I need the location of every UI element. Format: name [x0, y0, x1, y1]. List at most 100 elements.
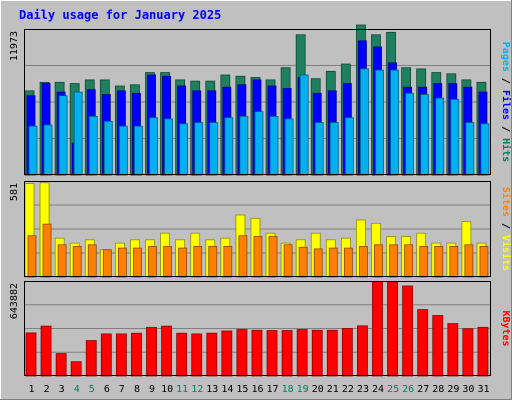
bar-sites-day-7 — [117, 247, 127, 278]
y-axis-max-label: 11973 — [9, 31, 20, 61]
bar-kbytes-day-19 — [296, 329, 308, 377]
x-tick-label-day-29: 29 — [447, 384, 459, 395]
y-axis-label-part: KBytes — [500, 310, 511, 346]
bar-pages-day-23 — [360, 68, 369, 176]
bar-sites-day-3 — [57, 244, 67, 278]
y-axis-label-part: Hits — [500, 138, 512, 162]
bar-sites-day-23 — [359, 246, 368, 278]
bar-sites-day-15 — [238, 235, 248, 278]
bar-kbytes-day-28 — [432, 315, 444, 377]
x-tick-label-day-9: 9 — [149, 384, 155, 395]
x-tick-label-day-26: 26 — [402, 384, 414, 395]
x-tick-label-day-21: 21 — [327, 384, 339, 395]
bar-pages-day-2 — [43, 124, 53, 176]
x-tick-label-day-17: 17 — [267, 384, 279, 395]
x-tick-label-day-14: 14 — [221, 384, 233, 395]
bar-sites-day-19 — [298, 246, 308, 278]
x-tick-label-day-22: 22 — [342, 384, 354, 395]
bar-kbytes-day-7 — [115, 333, 127, 377]
bar-kbytes-day-23 — [357, 325, 368, 377]
x-tick-label-day-6: 6 — [104, 384, 110, 395]
x-tick-label-day-5: 5 — [89, 384, 95, 395]
bar-kbytes-day-26 — [402, 285, 414, 377]
x-tick-label-day-28: 28 — [432, 384, 444, 395]
bar-pages-day-18 — [284, 118, 294, 176]
x-tick-label-day-31: 31 — [477, 384, 489, 395]
bar-sites-day-4 — [72, 246, 82, 278]
bar-sites-day-16 — [253, 236, 263, 278]
bar-kbytes-day-14 — [221, 330, 233, 377]
bar-kbytes-day-22 — [341, 328, 353, 377]
bar-pages-day-21 — [329, 122, 339, 176]
bar-sites-day-31 — [479, 246, 489, 278]
bar-pages-day-4 — [73, 91, 83, 176]
x-tick-label-day-13: 13 — [206, 384, 218, 395]
panel-visits-sites: 581 Sites / Visits — [9, 181, 512, 278]
bar-sites-day-14 — [223, 246, 233, 278]
bar-pages-day-13 — [209, 122, 219, 176]
bar-pages-day-30 — [465, 122, 475, 176]
bar-sites-day-11 — [178, 247, 188, 278]
x-tick-label-day-4: 4 — [74, 384, 80, 395]
x-tick-label-day-1: 1 — [29, 384, 35, 395]
bar-kbytes-day-8 — [131, 332, 142, 377]
y-axis-label: Sites / Visits — [500, 187, 512, 271]
bar-pages-day-16 — [254, 111, 264, 176]
bar-pages-day-27 — [420, 94, 430, 176]
bar-pages-day-24 — [375, 69, 384, 176]
y-axis-label-part: Pages — [500, 42, 511, 72]
x-tick-label-day-7: 7 — [119, 384, 125, 395]
x-tick-label-day-25: 25 — [387, 384, 399, 395]
bar-pages-day-25 — [390, 69, 399, 176]
x-tick-label-day-19: 19 — [297, 384, 309, 395]
bar-pages-day-8 — [134, 125, 143, 176]
bar-kbytes-day-5 — [85, 340, 97, 377]
y-axis-label-part: / — [500, 217, 511, 235]
x-axis-tick-labels: 1 2 3 4 5 6 7 8 9 10 11 12 13 14 15 16 17 18 19 20 21 22 23 24 2… — [29, 384, 490, 395]
bar-pages-day-5 — [88, 116, 98, 176]
bar-sites-day-22 — [343, 247, 353, 278]
bar-kbytes-day-18 — [281, 330, 293, 377]
bar-sites-day-8 — [133, 247, 142, 278]
x-tick-label-day-18: 18 — [282, 384, 294, 395]
x-tick-label-day-16: 16 — [251, 384, 263, 395]
bar-sites-day-2 — [42, 223, 52, 278]
y-axis-label-part: / — [500, 72, 511, 90]
bar-pages-day-14 — [224, 117, 234, 176]
plot-frame — [24, 29, 491, 175]
bar-pages-day-19 — [299, 74, 309, 176]
bar-kbytes-day-25 — [387, 281, 398, 377]
x-tick-label-day-11: 11 — [176, 384, 188, 395]
bar-kbytes-day-31 — [477, 326, 489, 377]
bar-kbytes-day-6 — [100, 333, 112, 377]
bar-kbytes-day-20 — [311, 329, 323, 377]
bar-kbytes-day-13 — [206, 332, 218, 377]
bar-kbytes-day-10 — [161, 325, 172, 377]
bar-kbytes-day-16 — [251, 329, 263, 377]
bar-kbytes-day-29 — [447, 323, 459, 377]
x-tick-label-day-2: 2 — [44, 384, 50, 395]
bar-kbytes-day-9 — [146, 326, 157, 377]
x-tick-label-day-10: 10 — [161, 384, 173, 395]
y-axis-label: KBytes — [500, 310, 511, 346]
bar-sites-day-12 — [193, 246, 203, 278]
y-axis-label-part: Files — [500, 90, 512, 120]
bar-kbytes-day-4 — [70, 361, 82, 377]
x-tick-label-day-8: 8 — [134, 384, 140, 395]
chart-title: Daily usage for January 2025 — [19, 8, 221, 22]
bar-sites-day-30 — [464, 244, 474, 278]
bar-pages-day-22 — [344, 117, 354, 176]
bar-pages-day-9 — [149, 117, 158, 176]
plot-frame — [24, 181, 491, 277]
bar-sites-day-29 — [449, 246, 459, 278]
x-tick-label-day-3: 3 — [59, 384, 65, 395]
bar-pages-day-6 — [103, 120, 113, 176]
x-tick-label-day-27: 27 — [417, 384, 429, 395]
bar-sites-day-17 — [268, 236, 278, 278]
bar-sites-day-28 — [434, 246, 444, 278]
bar-sites-day-9 — [148, 246, 157, 278]
bar-pages-day-3 — [58, 95, 68, 176]
bar-kbytes-day-15 — [236, 329, 248, 377]
bar-pages-day-10 — [164, 118, 173, 176]
